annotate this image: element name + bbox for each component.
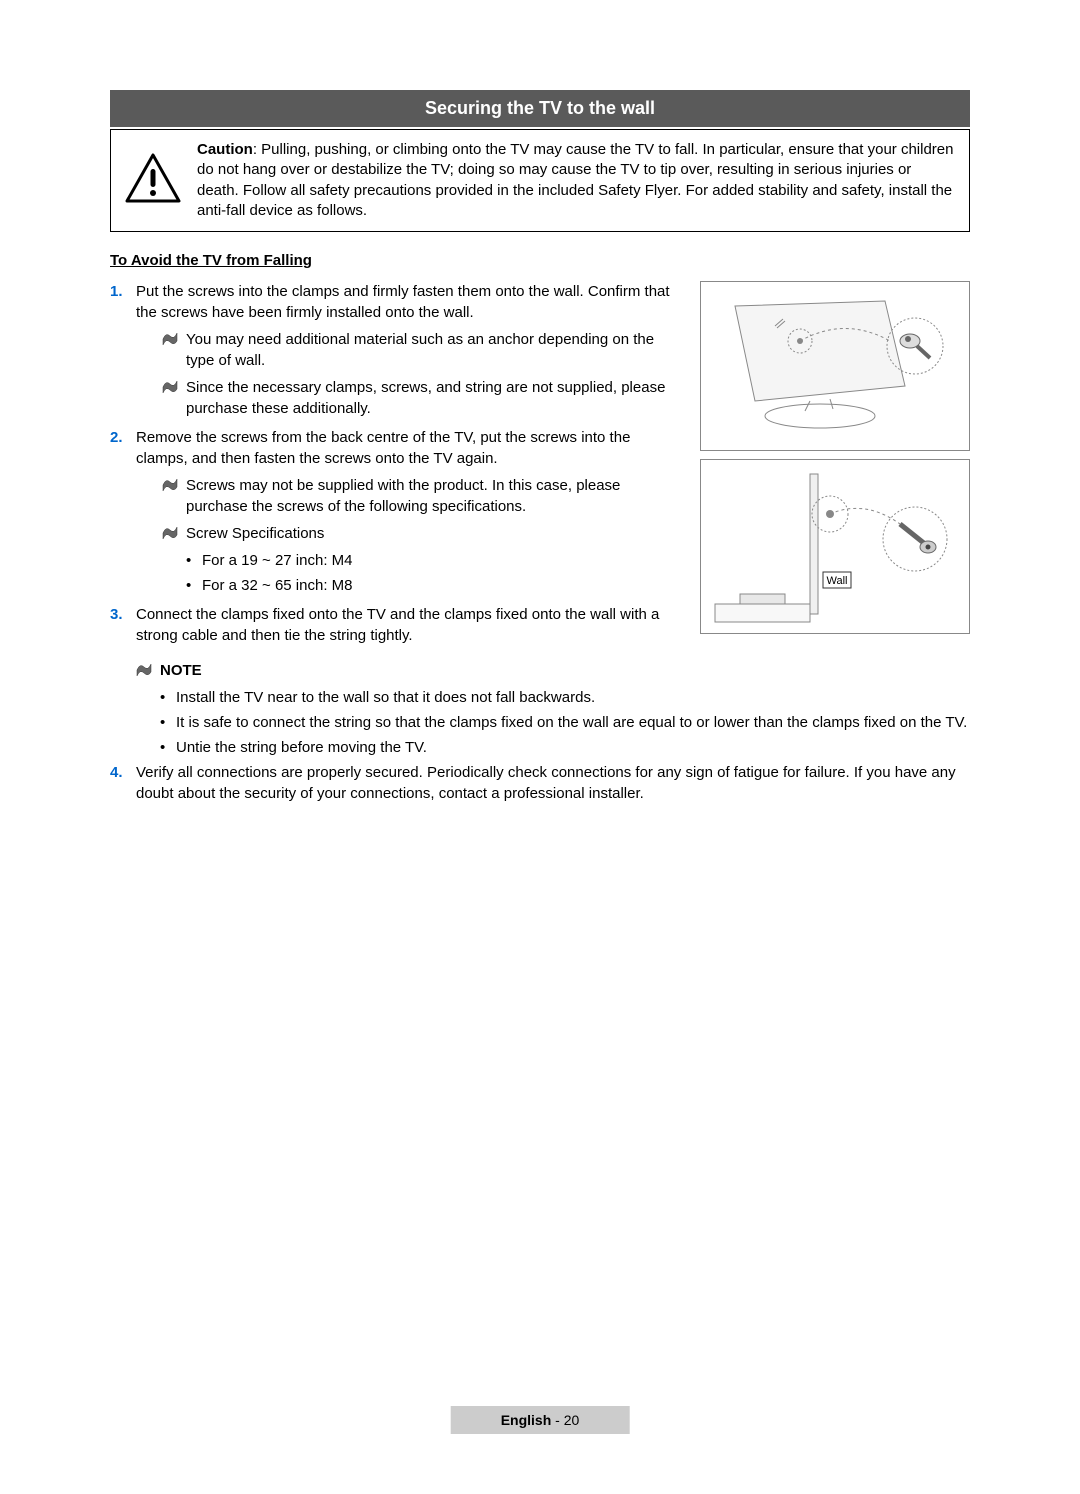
page-footer: English - 20 bbox=[451, 1406, 630, 1434]
note-label: NOTE bbox=[160, 662, 202, 679]
caution-box: Caution: Pulling, pushing, or climbing o… bbox=[110, 129, 970, 232]
note-icon bbox=[162, 331, 178, 352]
step-2-text: Remove the screws from the back centre o… bbox=[136, 429, 630, 467]
note-icon bbox=[162, 477, 178, 498]
note-item: NOTE bbox=[136, 660, 970, 681]
note-text: You may need additional material such as… bbox=[186, 331, 654, 369]
note-item: Screw Specifications bbox=[162, 523, 680, 544]
note-item: Screws may not be supplied with the prod… bbox=[162, 475, 680, 517]
bullet-item: Untie the string before moving the TV. bbox=[160, 737, 970, 758]
diagram-tv bbox=[700, 281, 970, 451]
bullet-item: Install the TV near to the wall so that … bbox=[160, 687, 970, 708]
bullet-item: For a 19 ~ 27 inch: M4 bbox=[186, 550, 680, 571]
section-header: Securing the TV to the wall bbox=[110, 90, 970, 127]
step-1-text: Put the screws into the clamps and firml… bbox=[136, 283, 670, 321]
diagram-column: Wall bbox=[700, 281, 970, 654]
bullet-item: It is safe to connect the string so that… bbox=[160, 712, 970, 733]
note-text: Screws may not be supplied with the prod… bbox=[186, 477, 620, 515]
caution-label: Caution bbox=[197, 141, 253, 158]
caution-body: : Pulling, pushing, or climbing onto the… bbox=[197, 141, 954, 219]
caution-text: Caution: Pulling, pushing, or climbing o… bbox=[197, 140, 955, 221]
note-item: Since the necessary clamps, screws, and … bbox=[162, 377, 680, 419]
diagram-wall: Wall bbox=[700, 459, 970, 634]
footer-sep: - bbox=[551, 1412, 563, 1428]
note-item: You may need additional material such as… bbox=[162, 329, 680, 371]
step-3: Connect the clamps fixed onto the TV and… bbox=[110, 604, 680, 646]
note-icon bbox=[162, 525, 178, 546]
bullet-item: For a 32 ~ 65 inch: M8 bbox=[186, 575, 680, 596]
step-2: Remove the screws from the back centre o… bbox=[110, 427, 680, 596]
step-4: Verify all connections are properly secu… bbox=[110, 762, 970, 804]
note-text: Since the necessary clamps, screws, and … bbox=[186, 379, 665, 417]
note-text: Screw Specifications bbox=[186, 525, 324, 542]
warning-icon bbox=[125, 153, 181, 208]
step-3-text: Connect the clamps fixed onto the TV and… bbox=[136, 606, 659, 644]
footer-lang: English bbox=[501, 1412, 552, 1428]
wall-label: Wall bbox=[827, 575, 848, 587]
footer-page: 20 bbox=[564, 1412, 580, 1428]
note-icon bbox=[162, 379, 178, 400]
note-icon bbox=[136, 662, 152, 683]
subheading: To Avoid the TV from Falling bbox=[110, 252, 970, 269]
step-1: Put the screws into the clamps and firml… bbox=[110, 281, 680, 419]
step-4-text: Verify all connections are properly secu… bbox=[136, 764, 956, 802]
